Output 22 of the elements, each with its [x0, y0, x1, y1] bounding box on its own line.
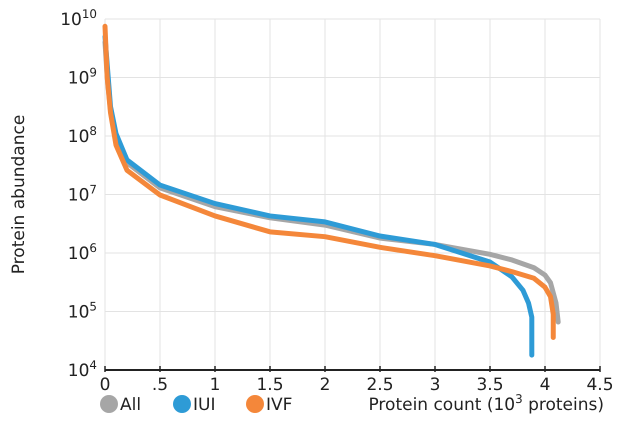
x-tick-label: 2: [320, 375, 330, 395]
y-tick-label: 10$^{7}$: [68, 182, 97, 206]
x-tick-label: 1: [210, 375, 220, 395]
y-tick-label: 10$^{10}$: [60, 7, 97, 30]
x-tick-label: 3: [430, 375, 440, 395]
y-tick-label: 10$^{5}$: [68, 300, 97, 322]
x-tick-label: .5: [152, 375, 168, 395]
x-tick-label: 4: [540, 375, 550, 395]
x-tick-label: 3.5: [476, 375, 504, 395]
legend-label: IUI: [193, 395, 216, 415]
y-tick-label: 10$^{6}$: [68, 241, 97, 264]
x-axis-title: Protein count (10$^{3}$ proteins): [368, 392, 604, 415]
legend-label: IVF: [266, 395, 292, 415]
x-tick-label: 2.5: [366, 375, 394, 395]
y-tick-label: 10$^{4}$: [68, 358, 97, 381]
y-tick-label: 10$^{8}$: [68, 124, 97, 147]
x-tick-label: 0: [100, 375, 110, 395]
y-axis-title: Protein abundance: [9, 114, 29, 274]
y-tick-label: 10$^{9}$: [68, 66, 97, 88]
x-tick-label: 1.5: [256, 375, 284, 395]
legend-label: All: [120, 395, 142, 415]
x-tick-label: 4.5: [586, 375, 614, 395]
